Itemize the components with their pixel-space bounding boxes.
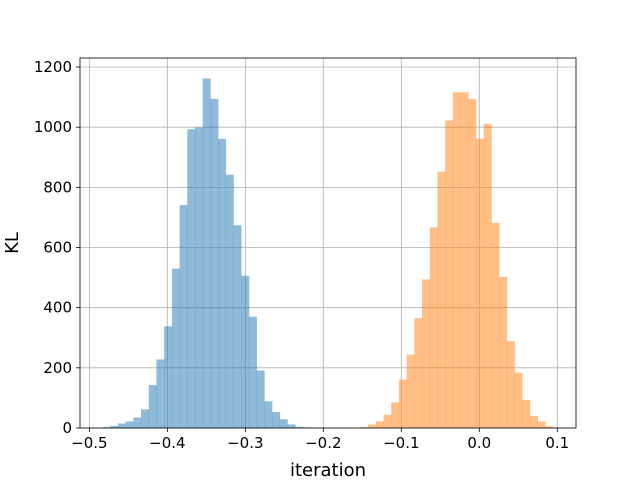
x-axis-label: iteration <box>290 460 366 480</box>
histogram-bar-series-1 <box>264 401 273 428</box>
histogram-bar-series-2 <box>545 426 554 428</box>
y-tick-label: 200 <box>43 359 72 377</box>
histogram-bar-series-2 <box>514 372 523 428</box>
x-tick-label: −0.4 <box>149 434 185 452</box>
histogram-bar-series-1 <box>241 275 250 428</box>
histogram-bar-series-2 <box>468 98 477 428</box>
y-tick-label: 1200 <box>34 58 72 76</box>
histogram-bar-series-1 <box>110 425 119 428</box>
histogram-bar-series-2 <box>360 427 369 428</box>
histogram-bar-series-1 <box>287 424 296 428</box>
histogram-bar-series-1 <box>171 268 180 428</box>
histogram-bar-series-2 <box>383 414 392 428</box>
histogram-bar-series-2 <box>437 171 446 428</box>
histogram-bar-series-1 <box>187 129 196 429</box>
histogram-bar-series-2 <box>499 276 508 428</box>
histogram-bar-series-2 <box>406 354 415 428</box>
y-tick-label: 600 <box>43 239 72 257</box>
histogram-bar-series-2 <box>491 222 500 428</box>
histogram-bar-series-1 <box>256 370 265 428</box>
x-tick-label: −0.3 <box>227 434 263 452</box>
histogram-bar-series-1 <box>218 138 227 428</box>
histogram-bar-series-2 <box>429 227 438 428</box>
histogram-bar-series-1 <box>248 316 257 428</box>
histogram-bar-series-2 <box>460 92 469 428</box>
histogram-bar-series-1 <box>133 417 142 428</box>
histogram-bar-series-1 <box>202 78 211 428</box>
histogram-bar-series-2 <box>522 400 531 428</box>
histogram-bar-series-2 <box>368 424 377 428</box>
y-axis-label: KL <box>2 232 23 254</box>
y-tick-label: 400 <box>43 299 72 317</box>
histogram-bar-series-1 <box>125 421 134 428</box>
histogram-bar-series-2 <box>391 402 400 428</box>
histogram-bar-series-2 <box>414 318 423 428</box>
y-tick-label: 0 <box>62 419 72 437</box>
histogram-bar-series-2 <box>537 421 546 428</box>
histogram-bar-series-1 <box>195 127 204 429</box>
histogram-bar-series-1 <box>179 205 188 428</box>
histogram-bar-series-1 <box>210 98 219 428</box>
histogram-bars <box>102 78 562 429</box>
x-tick-label: −0.1 <box>383 434 419 452</box>
histogram-bar-series-2 <box>398 379 407 428</box>
x-tick-label: 0.1 <box>545 434 569 452</box>
histogram-bar-series-2 <box>506 341 515 428</box>
y-axis-ticks: 0 200 400 600 800 1000 1200 <box>34 58 80 437</box>
x-tick-label: 0.0 <box>467 434 491 452</box>
x-tick-label: −0.2 <box>305 434 341 452</box>
histogram-bar-series-1 <box>225 174 234 428</box>
histogram-bar-series-1 <box>117 423 126 428</box>
histogram-bar-series-2 <box>452 92 461 428</box>
histogram-bar-series-2 <box>476 138 485 428</box>
histogram-bar-series-2 <box>375 421 384 428</box>
histogram-bar-series-1 <box>141 409 150 428</box>
histogram-bar-series-1 <box>233 225 242 428</box>
x-tick-label: −0.5 <box>71 434 107 452</box>
histogram-bar-series-1 <box>156 359 165 428</box>
histogram-bar-series-1 <box>102 427 111 428</box>
y-tick-label: 1000 <box>34 118 72 136</box>
plot-frame <box>79 57 577 429</box>
histogram-bar-series-2 <box>422 279 431 428</box>
histogram-bar-series-1 <box>272 412 281 428</box>
histogram-bar-series-2 <box>483 123 492 428</box>
histogram-bar-series-2 <box>529 415 538 428</box>
histogram-bar-series-1 <box>279 419 288 428</box>
histogram-bar-series-1 <box>164 326 173 428</box>
histogram-bar-series-1 <box>295 426 304 428</box>
histogram-bar-series-2 <box>445 120 454 429</box>
x-axis-ticks: −0.5 −0.4 −0.3 −0.2 −0.1 0.0 0.1 <box>71 428 569 452</box>
histogram-bar-series-1 <box>148 384 157 428</box>
y-tick-label: 800 <box>43 178 72 196</box>
